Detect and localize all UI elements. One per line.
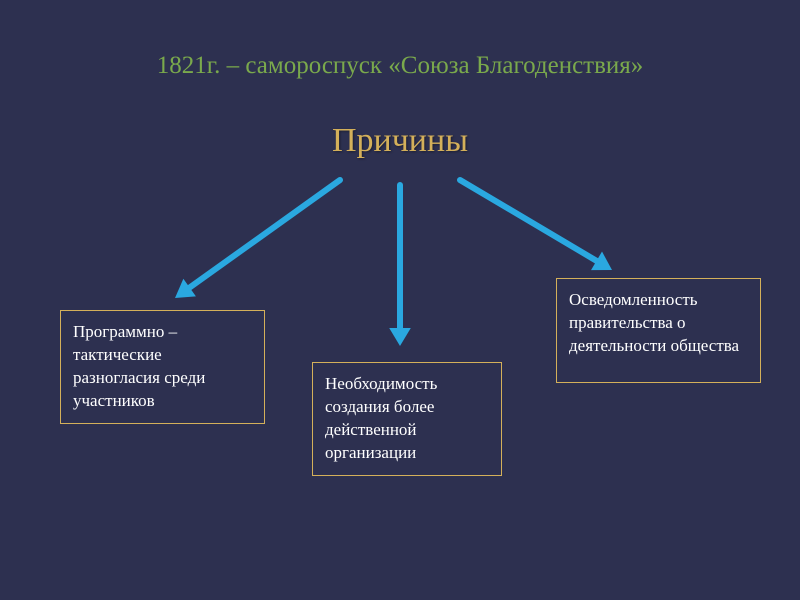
slide-subtitle: Причины — [0, 122, 800, 160]
cause-box-left: Программно – тактические разногласия сре… — [60, 310, 265, 424]
slide: 1821г. – самороспуск «Союза Благоденстви… — [0, 0, 800, 600]
cause-box-center: Необходимость создания более действенной… — [312, 362, 502, 476]
slide-title: 1821г. – самороспуск «Союза Благоденстви… — [0, 52, 800, 80]
cause-box-right: Осведомленность правительства о деятельн… — [556, 278, 761, 383]
